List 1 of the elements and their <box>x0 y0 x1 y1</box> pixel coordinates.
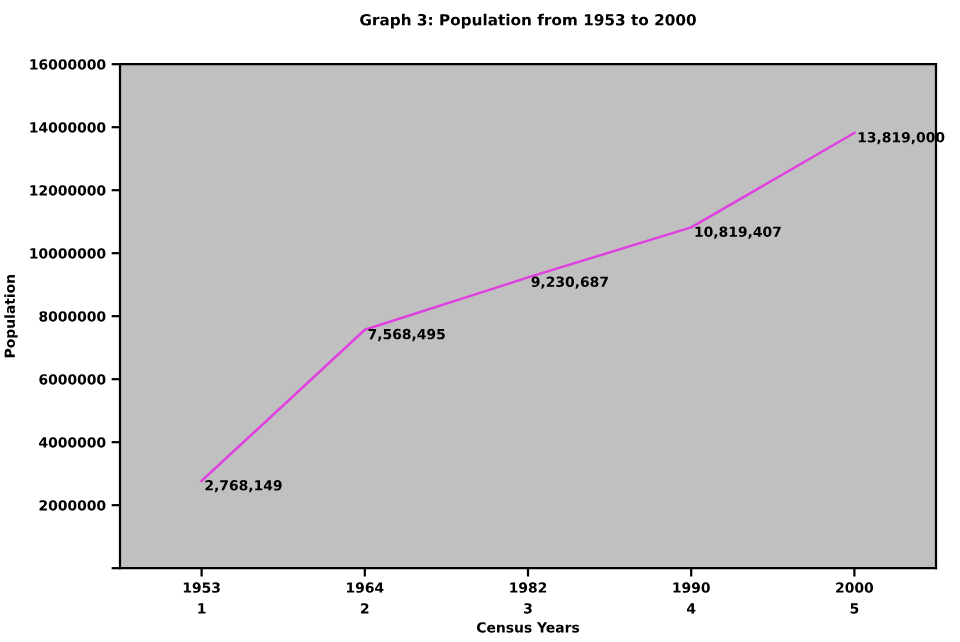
line-series <box>200 131 856 483</box>
